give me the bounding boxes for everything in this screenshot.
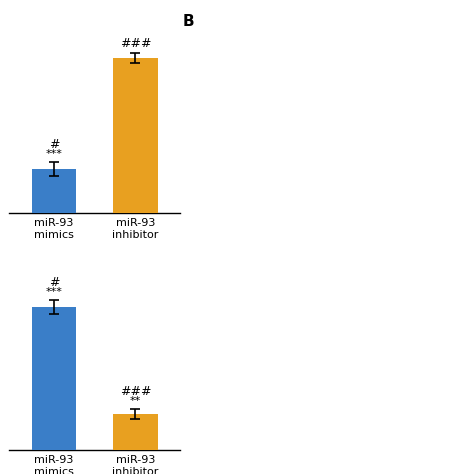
Text: B: B xyxy=(182,14,194,29)
Bar xyxy=(113,58,158,213)
Text: ###: ### xyxy=(119,385,151,399)
Text: ###: ### xyxy=(119,36,151,50)
Text: ***: *** xyxy=(46,149,63,159)
Text: #: # xyxy=(49,276,59,289)
Text: **: ** xyxy=(130,396,141,406)
Bar xyxy=(32,169,76,213)
Text: ***: *** xyxy=(46,287,63,297)
Bar xyxy=(32,307,76,450)
Bar xyxy=(113,414,158,450)
Text: #: # xyxy=(49,138,59,151)
